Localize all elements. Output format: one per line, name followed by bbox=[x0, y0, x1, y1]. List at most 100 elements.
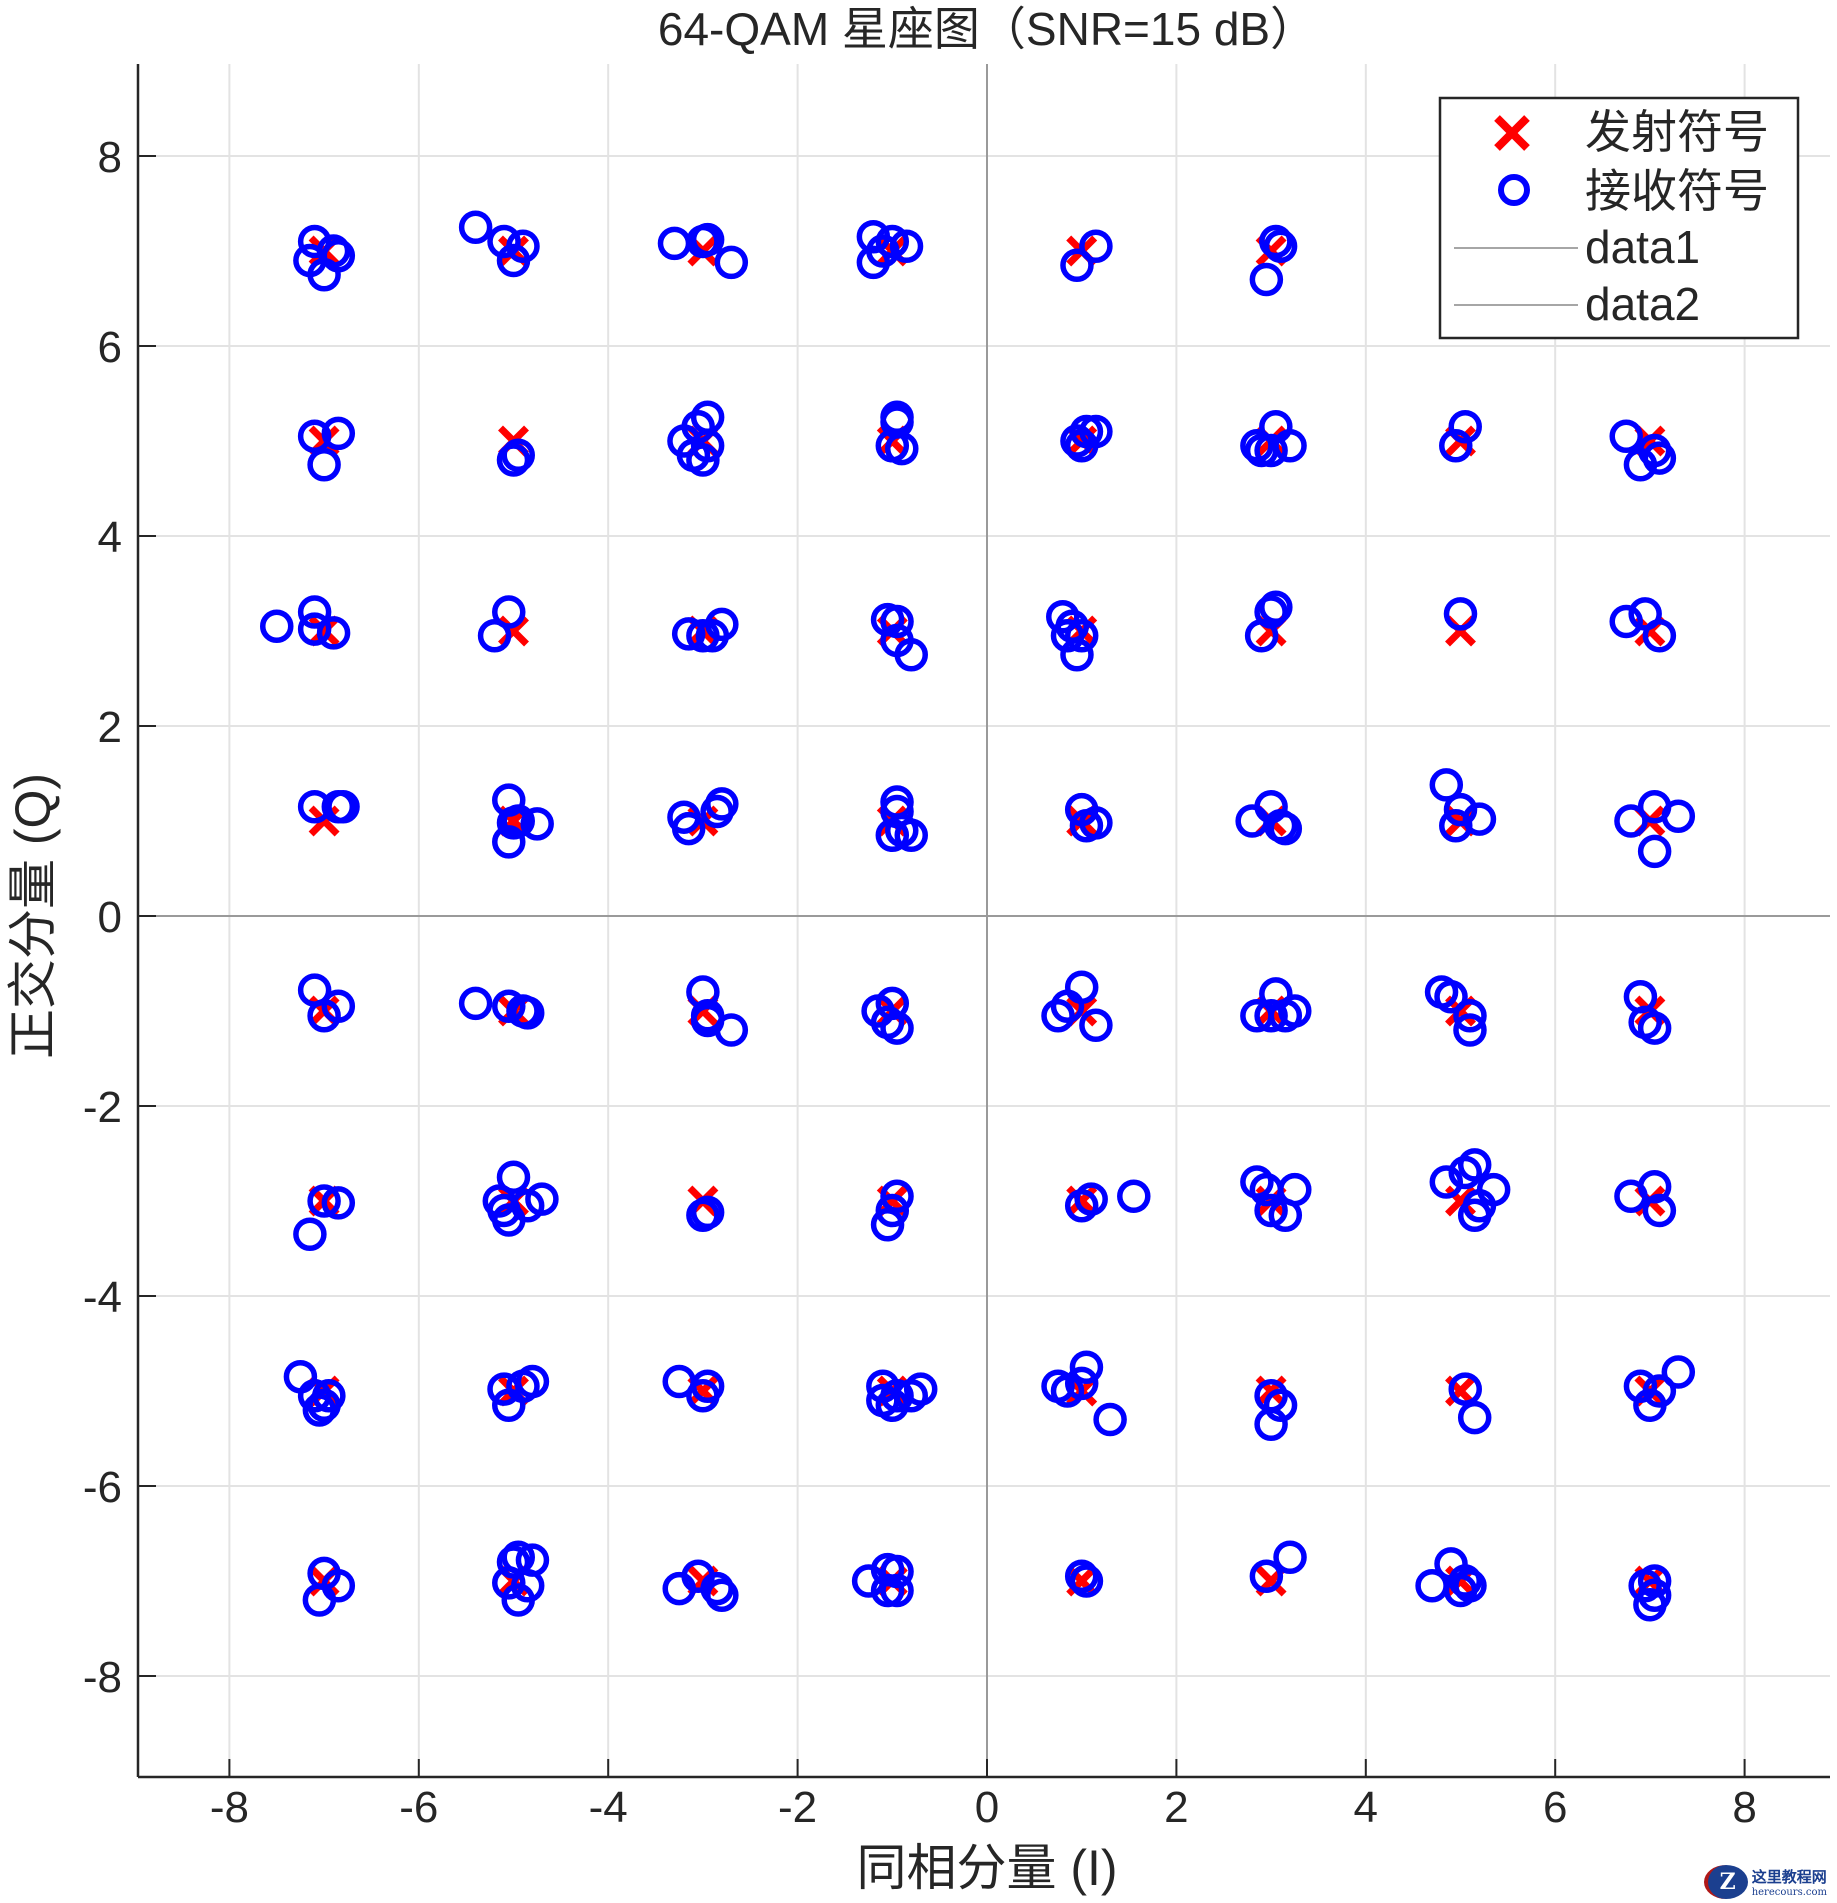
rx-symbol-circle-icon bbox=[1439, 429, 1473, 463]
rx-symbol-circle-icon bbox=[1069, 1350, 1104, 1384]
rx-symbol-circle-icon bbox=[1476, 1172, 1511, 1207]
rx-symbol-circle-icon bbox=[1453, 999, 1487, 1033]
rx-symbol-circle-icon bbox=[1268, 811, 1303, 846]
rx-symbol-circle-icon bbox=[1069, 414, 1104, 449]
rx-symbol-circle-icon bbox=[705, 787, 739, 821]
x-marker-icon bbox=[1494, 115, 1530, 151]
plot-area: -8 -6 -4 -2 0 2 4 6 8 -8 -6 -4 -2 0 2 4 6 8 bbox=[83, 64, 1830, 1832]
rx-symbol-circle-icon bbox=[1263, 1388, 1298, 1422]
chart-title: 64-QAM 星座图（SNR=15 dB） bbox=[658, 3, 1316, 55]
rx-symbol-circle-icon bbox=[293, 1217, 327, 1251]
rx-symbol-circle-icon bbox=[501, 438, 535, 472]
rx-symbol-circle-icon bbox=[1637, 834, 1672, 869]
rx-symbol-circle-icon bbox=[1079, 229, 1113, 263]
rx-symbol-circle-icon bbox=[297, 224, 332, 259]
rx-symbol-circle-icon bbox=[260, 609, 294, 643]
x-tick-label: 8 bbox=[1732, 1783, 1756, 1832]
tx-symbol-x-icon bbox=[308, 615, 340, 647]
rx-symbol-circle-icon bbox=[870, 1208, 905, 1242]
rx-symbol-circle-icon bbox=[1273, 429, 1307, 463]
rx-symbol-circle-icon bbox=[1637, 1564, 1672, 1598]
watermark-text-cn: 这里教程网 bbox=[1751, 1868, 1827, 1886]
rx-symbol-circle-icon bbox=[880, 1573, 914, 1608]
rx-symbol-circle-icon bbox=[856, 245, 891, 280]
rx-symbol-circle-icon bbox=[501, 1583, 535, 1617]
rx-symbol-circle-icon bbox=[894, 1379, 928, 1413]
rx-symbol-circle-icon bbox=[1273, 1540, 1307, 1574]
rx-symbol-circle-icon bbox=[1637, 1011, 1672, 1045]
x-tick-label: 6 bbox=[1543, 1783, 1567, 1832]
rx-symbol-circle-icon bbox=[297, 1379, 332, 1413]
rx-symbol-circle-icon bbox=[686, 443, 720, 477]
rx-symbol-circle-icon bbox=[1060, 638, 1094, 672]
legend: 发射符号 接收符号 data1 data2 bbox=[1438, 96, 1800, 340]
rx-symbol-circle-icon bbox=[1050, 619, 1085, 653]
rx-symbol-circle-icon bbox=[1633, 1588, 1667, 1622]
rx-symbol-circle-icon bbox=[297, 595, 332, 629]
rx-symbol-circle-icon bbox=[894, 638, 928, 672]
rx-symbol-circle-icon bbox=[880, 1011, 914, 1045]
rx-symbol-circle-icon bbox=[894, 818, 928, 852]
rx-symbol-circle-icon bbox=[671, 617, 706, 651]
rx-symbol-circle-icon bbox=[321, 989, 356, 1023]
rx-symbol-circle-icon bbox=[1064, 619, 1099, 653]
rx-symbol-circle-icon bbox=[1093, 1402, 1127, 1437]
rx-symbol-circle-icon bbox=[307, 448, 341, 482]
rx-symbol-circle-icon bbox=[1079, 1008, 1113, 1042]
rx-symbol-circle-icon bbox=[1448, 1372, 1482, 1406]
x-tick-label: -8 bbox=[210, 1783, 249, 1832]
y-tick-label: -6 bbox=[83, 1463, 122, 1512]
rx-symbol-circle-icon bbox=[1642, 1193, 1677, 1228]
rx-symbol-circle-icon bbox=[1623, 1369, 1658, 1403]
rx-symbol-circle-icon bbox=[1453, 1013, 1487, 1047]
rx-symbol-circle-icon bbox=[321, 239, 356, 273]
rx-symbol-circle-icon bbox=[1060, 248, 1094, 282]
rx-symbol-circle-icon bbox=[880, 1554, 914, 1589]
y-tick-label: 8 bbox=[98, 133, 122, 182]
rx-symbol-circle-icon bbox=[880, 1179, 914, 1213]
rx-symbol-circle-icon bbox=[1074, 1182, 1108, 1216]
rx-symbol-circle-icon bbox=[492, 595, 526, 629]
y-tick-label: -4 bbox=[83, 1273, 122, 1322]
rx-symbol-circle-icon bbox=[1457, 1400, 1492, 1435]
rx-symbol-circle-icon bbox=[307, 1388, 341, 1422]
rx-symbol-circle-icon bbox=[880, 604, 914, 639]
rx-symbol-circle-icon bbox=[1448, 1564, 1482, 1598]
rx-symbol-circle-icon bbox=[1661, 1355, 1696, 1389]
rx-symbol-circle-icon bbox=[875, 224, 910, 259]
y-tick-label: 2 bbox=[98, 703, 122, 752]
rx-symbol-circle-icon bbox=[302, 1393, 337, 1427]
rx-symbol-circle-icon bbox=[875, 818, 910, 852]
rx-symbol-circle-icon bbox=[496, 1160, 531, 1194]
y-axis-label: 正交分量 (Q) bbox=[5, 773, 61, 1059]
x-tick-label: -2 bbox=[778, 1783, 817, 1832]
rx-symbol-circle-icon bbox=[458, 210, 493, 244]
legend-label: 接收符号 bbox=[1585, 165, 1769, 217]
legend-box bbox=[1438, 96, 1800, 340]
rx-symbol-circle-icon bbox=[671, 811, 706, 846]
x-axis-label: 同相分量 (I) bbox=[856, 1840, 1117, 1896]
rx-symbol-circle-icon bbox=[1060, 424, 1094, 458]
rx-symbol-circle-icon bbox=[477, 619, 512, 653]
rx-symbol-circle-icon bbox=[1259, 590, 1293, 624]
rx-symbol-circle-icon bbox=[506, 1369, 540, 1403]
rx-symbol-circle-icon bbox=[297, 612, 332, 646]
rx-symbol-circle-icon bbox=[1609, 604, 1643, 639]
rx-symbol-circle-icon bbox=[501, 804, 535, 838]
rx-symbol-circle-icon bbox=[870, 1573, 905, 1608]
rx-symbol-circle-icon bbox=[1249, 1559, 1284, 1593]
rx-symbol-circle-icon bbox=[705, 607, 739, 642]
rx-symbol-circle-icon bbox=[1457, 1148, 1492, 1182]
rx-symbol-circle-icon bbox=[297, 419, 332, 453]
x-tick-label: 4 bbox=[1354, 1783, 1378, 1832]
rx-symbol-circle-icon bbox=[1041, 999, 1075, 1033]
legend-label: 发射符号 bbox=[1585, 106, 1769, 158]
rx-symbol-circle-icon bbox=[1637, 1170, 1672, 1204]
rx-symbol-circle-icon bbox=[1453, 1569, 1487, 1603]
rx-symbol-circle-icon bbox=[492, 1566, 526, 1600]
rx-symbol-circle-icon bbox=[307, 1184, 341, 1218]
rx-symbol-circle-icon bbox=[487, 224, 521, 259]
rx-symbol-circle-icon bbox=[1064, 1559, 1099, 1593]
rx-symbol-circle-icon bbox=[880, 794, 914, 829]
rx-symbol-circle-icon bbox=[1079, 806, 1113, 840]
